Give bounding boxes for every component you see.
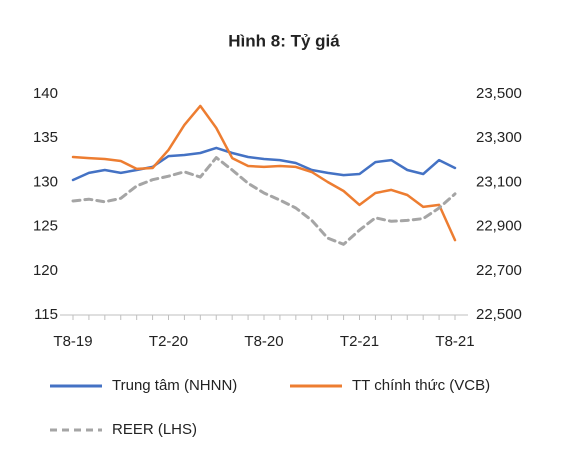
y2-tick-label: 22,700 xyxy=(476,262,522,279)
series-line xyxy=(71,156,457,246)
y2-tick-label: 22,500 xyxy=(476,306,522,323)
series-line xyxy=(71,146,457,182)
y-tick-label: 125 xyxy=(33,218,58,235)
y2-tick-label: 23,500 xyxy=(476,85,522,102)
y2-tick-label: 23,300 xyxy=(476,129,522,146)
x-tick-label: T8-19 xyxy=(53,333,92,350)
y-tick-label: 140 xyxy=(33,85,58,102)
y-tick-label: 120 xyxy=(33,262,58,279)
legend-label: REER (LHS) xyxy=(112,421,197,438)
x-tick-label: T2-20 xyxy=(149,333,188,350)
chart-title: Hình 8: Tỷ giá xyxy=(228,31,340,50)
y2-tick-label: 23,100 xyxy=(476,173,522,190)
series-line xyxy=(71,104,457,242)
y2-tick-label: 22,900 xyxy=(476,218,522,235)
x-tick-label: T8-20 xyxy=(244,333,283,350)
legend-label: TT chính thức (VCB) xyxy=(352,377,490,394)
x-tick-label: T2-21 xyxy=(340,333,379,350)
legend-label: Trung tâm (NHNN) xyxy=(112,377,237,394)
y-tick-label: 130 xyxy=(33,173,58,190)
x-tick-label: T8-21 xyxy=(435,333,474,350)
y-tick-label: 115 xyxy=(34,306,58,323)
y-tick-label: 135 xyxy=(33,129,58,146)
